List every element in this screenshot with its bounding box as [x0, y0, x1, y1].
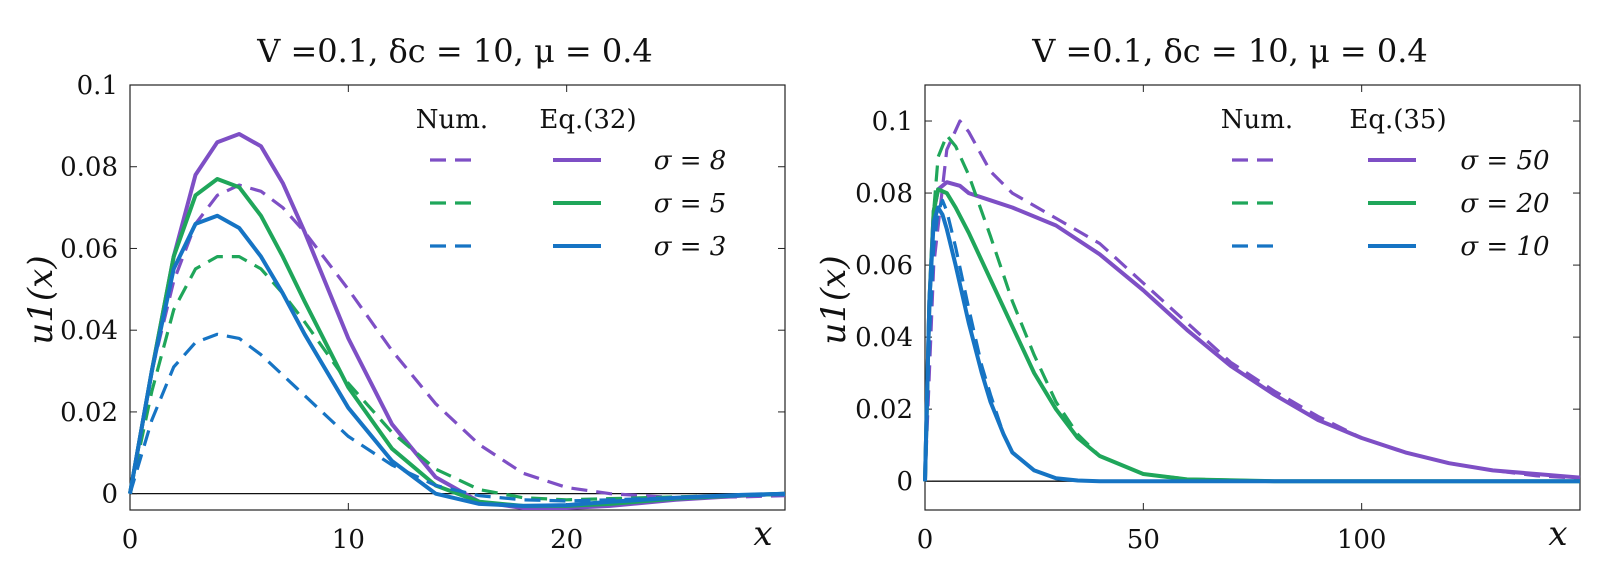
left-y-tick-label: 0.06	[60, 234, 118, 264]
left-y-tick-label: 0.08	[60, 153, 118, 183]
left-legend-label: σ = 5	[654, 189, 727, 219]
right-plot-title: V =0.1, δc = 10, μ = 0.4	[1031, 32, 1428, 70]
right-series-eq-50	[923, 180, 1581, 482]
right-x-tick-label: 100	[1337, 525, 1387, 555]
right-y-tick-label: 0.02	[855, 395, 913, 425]
right-y-tick-label: 0.08	[855, 179, 913, 209]
left-y-tick-label: 0.02	[60, 398, 118, 428]
right-legend-header-num: Num.	[1221, 105, 1293, 135]
left-series-num-5	[128, 255, 786, 502]
right-legend-label: σ = 20	[1460, 189, 1549, 219]
right-y-tick-label: 0.06	[855, 251, 913, 281]
right-y-tick-label: 0.04	[855, 323, 913, 353]
right-x-axis-label: x	[1548, 514, 1567, 554]
right-y-tick-label: 0	[896, 467, 913, 497]
right-y-tick-label: 0.1	[872, 107, 913, 137]
right-series-eq-10	[923, 205, 1580, 484]
left-series-eq-5	[128, 177, 786, 508]
right-legend: Num. Eq.(35) σ = 50 σ = 20 σ = 10	[1221, 105, 1550, 262]
left-y-axis-label: u1(x)	[21, 255, 61, 344]
right-plot-frame	[924, 84, 1581, 511]
left-legend: Num. Eq.(32) σ = 8 σ = 5 σ = 3	[416, 105, 727, 262]
left-plot-title: V =0.1, δc = 10, μ = 0.4	[256, 32, 653, 70]
left-plot-frame	[129, 84, 786, 511]
left-legend-label: σ = 3	[654, 232, 727, 262]
right-plot-panel: V =0.1, δc = 10, μ = 0.4 0 0.02 0.04 0.06 0.…	[814, 32, 1581, 555]
left-y-tick-label: 0	[101, 480, 118, 510]
left-y-tick-label: 0.04	[60, 316, 118, 346]
right-x-tick-label: 50	[1127, 525, 1160, 555]
left-plot-panel: V =0.1, δc = 10, μ = 0.4 0 0.02 0.04 0.06 0.…	[21, 32, 786, 555]
left-legend-header-num: Num.	[416, 105, 488, 135]
left-series-eq-3	[128, 213, 786, 508]
left-x-tick-label: 0	[122, 525, 139, 555]
left-legend-label: σ = 8	[654, 146, 727, 176]
right-series-num-20	[923, 133, 1580, 483]
right-y-axis-label: u1(x)	[814, 255, 854, 344]
left-y-tick-label: 0.1	[77, 71, 118, 101]
left-x-axis-label: x	[753, 514, 772, 554]
right-legend-label: σ = 10	[1460, 232, 1549, 262]
right-legend-label: σ = 50	[1460, 146, 1549, 176]
right-x-tick-label: 0	[917, 525, 934, 555]
left-x-tick-label: 10	[332, 525, 365, 555]
left-series-num-3	[128, 332, 786, 503]
left-legend-header-eq: Eq.(32)	[539, 105, 636, 135]
left-x-tick-label: 20	[550, 525, 583, 555]
right-legend-header-eq: Eq.(35)	[1349, 105, 1446, 135]
